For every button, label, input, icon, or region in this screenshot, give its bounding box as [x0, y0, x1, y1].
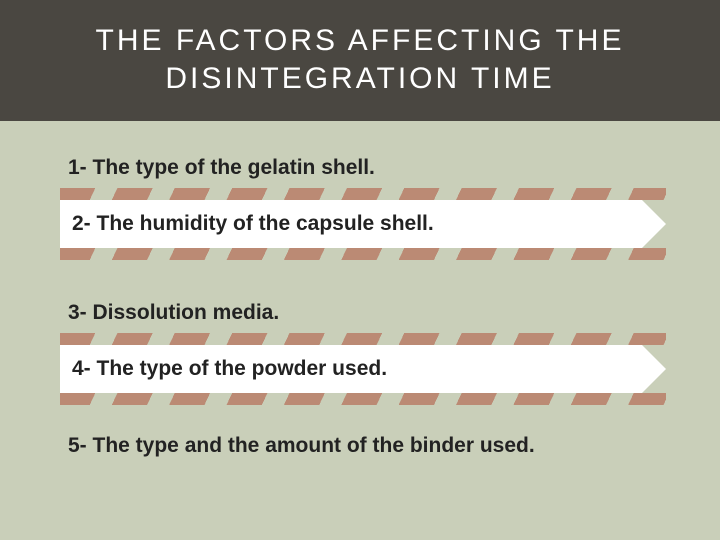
list-item: 3- Dissolution media.: [68, 294, 660, 333]
factors-list: 1- The type of the gelatin shell. 2- The…: [0, 149, 720, 467]
list-item: 1- The type of the gelatin shell.: [68, 149, 660, 188]
title-band: THE FACTORS AFFECTING THE DISINTEGRATION…: [0, 0, 720, 121]
stripe-decoration: [60, 393, 666, 405]
chevron-right-icon: [642, 345, 666, 393]
chevron-right-icon: [642, 200, 666, 248]
title-line-2: DISINTEGRATION TIME: [165, 62, 554, 95]
slide-title: THE FACTORS AFFECTING THE DISINTEGRATION…: [20, 22, 700, 97]
stripe-decoration: [60, 188, 666, 200]
item-text-3: 3- Dissolution media.: [68, 294, 660, 333]
title-line-1: THE FACTORS AFFECTING THE: [96, 24, 625, 57]
item-text-5: 5- The type and the amount of the binder…: [68, 427, 660, 466]
stripe-decoration: [60, 333, 666, 345]
list-item: 5- The type and the amount of the binder…: [68, 427, 660, 466]
spacer: [68, 260, 660, 294]
item-text-2: 2- The humidity of the capsule shell.: [72, 212, 434, 236]
list-item-arrow: 2- The humidity of the capsule shell.: [60, 200, 642, 248]
item-text-4: 4- The type of the powder used.: [72, 357, 387, 381]
list-item-arrow: 4- The type of the powder used.: [60, 345, 642, 393]
item-text-1: 1- The type of the gelatin shell.: [68, 149, 660, 188]
spacer: [68, 405, 660, 427]
stripe-decoration: [60, 248, 666, 260]
